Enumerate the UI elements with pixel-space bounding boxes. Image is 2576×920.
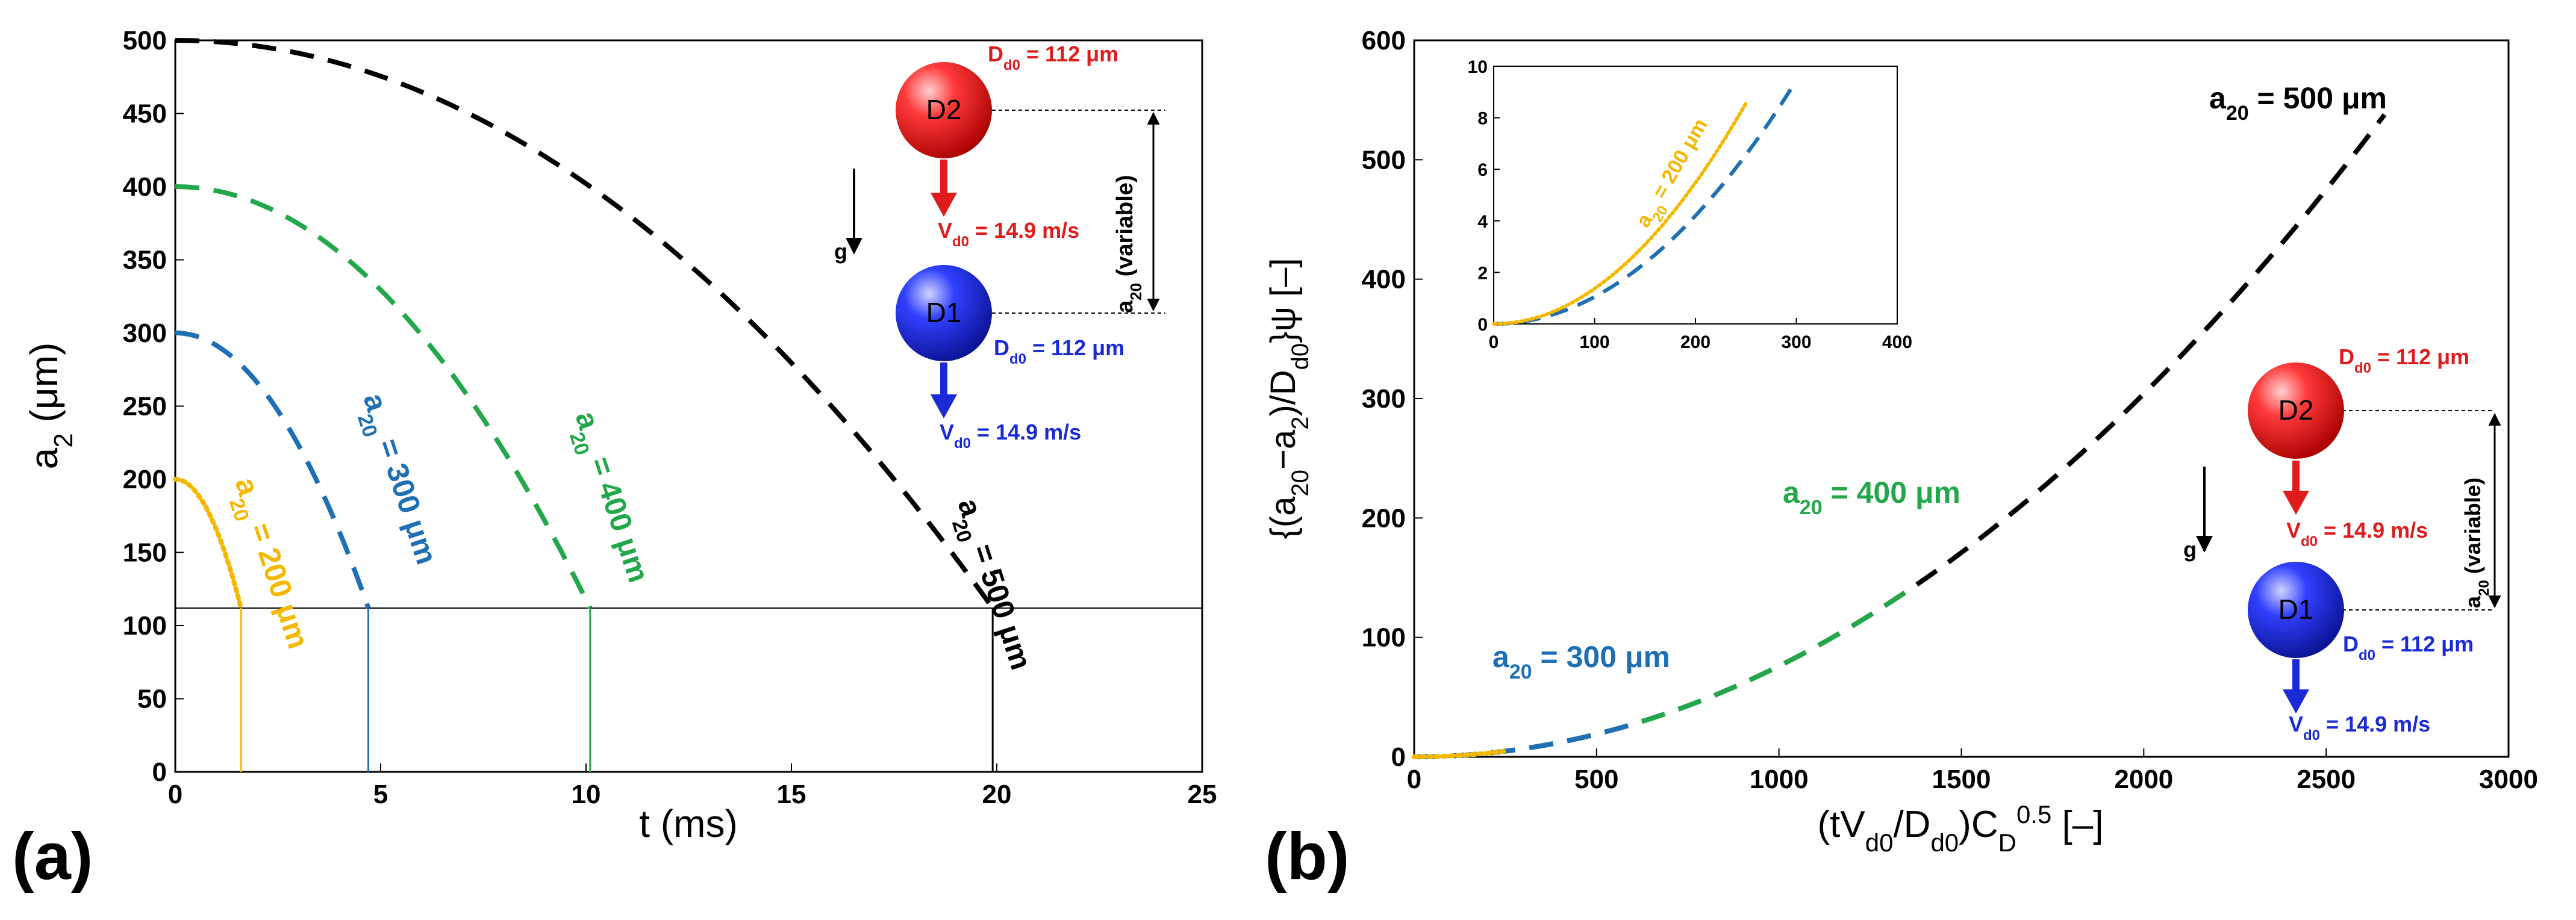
inset-y-tick-label: 10 [1468, 57, 1488, 77]
inset-y-tick-label: 4 [1477, 212, 1488, 232]
panel-a: 0 50 100 150 200 250 300 350 400 450 500 0 5 10 15 20 2… [12, 26, 1217, 894]
x-tick-label: 25 [1188, 780, 1217, 809]
inset-series-line [1492, 101, 1748, 326]
plot-frame-a [174, 39, 1203, 773]
y-tick-label: 0 [152, 757, 167, 787]
x-tick-label: 10 [572, 780, 601, 809]
x-tick-label: 1000 [1750, 765, 1809, 794]
d1-diameter-text: Dd0 = 112 μm [994, 335, 1124, 367]
droplet-d1-b [2248, 562, 2344, 658]
inset-y-tick-label: 2 [1477, 263, 1488, 283]
separation-label-b: a20 (variable) [2460, 477, 2492, 608]
series-curves-b [1412, 113, 2387, 759]
y-tick-label: 100 [1362, 623, 1406, 653]
separation-label: a20 (variable) [1112, 175, 1145, 313]
y-tick-label: 100 [123, 611, 167, 641]
y-tick-label: 600 [1362, 26, 1406, 55]
d1-velocity-text: Vd0 = 14.9 m/s [940, 420, 1081, 452]
series-line [173, 477, 244, 611]
y-tick-label: 0 [1391, 742, 1406, 772]
series-line [175, 38, 995, 610]
series-label-b-a20-400: a20 = 400 μm [1783, 476, 1960, 519]
series-line [175, 184, 593, 609]
x-tick-label: 2000 [2114, 765, 2173, 794]
inset-y-tick-label: 6 [1477, 160, 1488, 180]
droplet-d2-b [2248, 362, 2344, 459]
y-tick-label: 50 [137, 685, 167, 714]
inset-y-tick-labels: 0 2 4 6 8 10 [1468, 57, 1488, 335]
y-tick-label: 250 [123, 392, 167, 421]
x-axis-label-a: t (ms) [639, 802, 738, 845]
d1-velocity-text-b: Vd0 = 14.9 m/s [2289, 712, 2430, 744]
inset-x-tick-label: 0 [1489, 332, 1499, 352]
inset-series-curves [1492, 79, 1798, 326]
inset-x-tick-label: 300 [1781, 332, 1811, 352]
y-tick-label: 300 [1362, 384, 1406, 414]
y-tick-labels-a: 0 50 100 150 200 250 300 350 400 450 500 [123, 26, 167, 787]
series-label-b-a20-300: a20 = 300 μm [1492, 640, 1670, 683]
y-tick-label: 350 [123, 246, 167, 275]
y-tick-label: 500 [123, 26, 167, 55]
inset-x-tick-label: 200 [1680, 332, 1711, 352]
gravity-label-b: g [2183, 537, 2197, 562]
y-axis-label-a: a2 (μm) [22, 343, 78, 470]
series-curves-a [173, 38, 995, 611]
panel-label-a: (a) [12, 819, 93, 894]
y-tick-label: 500 [1362, 145, 1406, 175]
y-tick-label: 400 [123, 172, 167, 202]
d2-diameter-text: Dd0 = 112 μm [988, 42, 1118, 73]
droplet-d2-label: D2 [926, 94, 962, 125]
d2-velocity-text: Vd0 = 14.9 m/s [938, 218, 1079, 250]
y-tick-labels-b: 0 100 200 300 400 500 600 [1362, 26, 1406, 772]
droplet-diagram-b: a20 (variable) g D2 Dd0 = 112 μm Vd0 = 1… [2183, 344, 2501, 744]
series-line [1412, 748, 1508, 759]
droplet-d1-label-b: D1 [2278, 594, 2314, 625]
inset-x-tick-label: 100 [1579, 332, 1609, 352]
x-tick-label: 15 [777, 780, 806, 809]
x-tick-label: 20 [982, 780, 1012, 809]
inset-y-tick-label: 8 [1477, 109, 1488, 129]
droplet-d1 [896, 265, 992, 361]
x-tick-label: 1500 [1932, 765, 1991, 794]
inset-x-tick-label: 400 [1882, 332, 1912, 352]
droplet-d2-label-b: D2 [2278, 394, 2314, 426]
y-tick-label: 450 [123, 99, 167, 129]
d1-velocity-arrowhead-b [2283, 689, 2309, 713]
y-tick-label: 200 [123, 465, 167, 494]
x-tick-label: 500 [1574, 765, 1618, 794]
series-line [175, 331, 371, 609]
x-tick-label: 5 [373, 780, 388, 809]
d1-velocity-arrowhead [931, 394, 957, 418]
d2-velocity-arrowhead-b [2283, 491, 2309, 515]
droplet-diagram-a: a20 (variable) g D2 Dd0 = 112 μm Vd0 = 1… [834, 42, 1165, 452]
inset-x-tick-labels: 0 100 200 300 400 [1489, 332, 1912, 352]
droplet-d2 [896, 62, 992, 158]
y-tick-label: 200 [1362, 503, 1406, 533]
end-time-lines-a [240, 608, 994, 772]
series-label-b-a20-500: a20 = 500 μm [2209, 81, 2387, 125]
x-tick-labels-b: 0 500 1000 1500 2000 2500 3000 [1407, 765, 2538, 794]
d1-diameter-text-b: Dd0 = 112 μm [2343, 632, 2474, 664]
d2-velocity-arrowhead [931, 193, 957, 217]
x-axis-label-b: (tVd0/Dd0)CD0.5 [–] [1818, 800, 2104, 857]
x-tick-label: 0 [168, 780, 182, 809]
x-tick-labels-a: 0 5 10 15 20 25 [168, 780, 1217, 809]
x-tick-label: 0 [1407, 765, 1421, 794]
droplet-d1-label: D1 [926, 297, 962, 328]
d2-velocity-text-b: Vd0 = 14.9 m/s [2286, 518, 2428, 550]
y-axis-label-b: {(a20−a2)/Dd0}ψ [–] [1264, 258, 1314, 539]
inset-frame [1493, 66, 1898, 325]
x-tick-label: 3000 [2479, 765, 2538, 794]
panel-label-b: (b) [1265, 819, 1349, 894]
y-tick-label: 300 [123, 319, 167, 348]
gravity-label: g [834, 239, 847, 264]
d2-diameter-text-b: Dd0 = 112 μm [2339, 344, 2469, 376]
x-tick-label: 2500 [2297, 765, 2356, 794]
y-tick-label: 400 [1362, 265, 1406, 294]
inset-y-tick-label: 0 [1477, 315, 1488, 335]
y-tick-label: 150 [123, 538, 167, 568]
